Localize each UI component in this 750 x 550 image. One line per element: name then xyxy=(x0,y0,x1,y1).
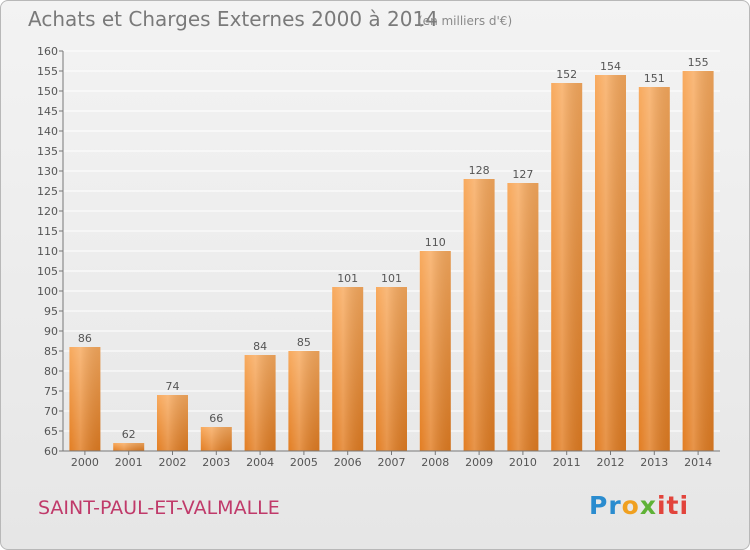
data-label: 85 xyxy=(297,336,311,349)
data-label: 154 xyxy=(600,60,621,73)
logo-part: o xyxy=(621,491,640,520)
x-tick-label: 2013 xyxy=(640,456,668,469)
x-tick-label: 2000 xyxy=(71,456,99,469)
data-label: 86 xyxy=(78,332,92,345)
y-tick-label: 110 xyxy=(37,245,58,258)
logo-part: iti xyxy=(656,491,690,520)
x-tick-label: 2005 xyxy=(290,456,318,469)
x-tick-label: 2014 xyxy=(684,456,712,469)
bar-shine xyxy=(376,287,407,451)
y-tick-label: 70 xyxy=(44,405,58,418)
data-label: 66 xyxy=(209,412,223,425)
x-tick-label: 2001 xyxy=(115,456,143,469)
bar-shine xyxy=(682,71,714,451)
bar-shine xyxy=(463,179,495,451)
data-label: 62 xyxy=(122,428,136,441)
y-tick-label: 75 xyxy=(44,385,58,398)
data-label: 151 xyxy=(644,72,665,85)
data-label: 128 xyxy=(469,164,490,177)
bar-shine xyxy=(551,83,583,451)
place-name: SAINT-PAUL-ET-VALMALLE xyxy=(38,497,280,519)
x-tick-label: 2012 xyxy=(597,456,625,469)
y-tick-label: 115 xyxy=(37,225,58,238)
chart-title: Achats et Charges Externes 2000 à 2014 xyxy=(28,7,438,31)
data-label: 127 xyxy=(512,168,533,181)
y-tick-label: 160 xyxy=(37,45,58,58)
y-tick-label: 125 xyxy=(37,185,58,198)
y-tick-label: 130 xyxy=(37,165,58,178)
y-tick-label: 100 xyxy=(37,285,58,298)
logo-part: Pr xyxy=(589,491,622,520)
y-tick-label: 90 xyxy=(44,325,58,338)
x-tick-label: 2008 xyxy=(421,456,449,469)
x-tick-label: 2011 xyxy=(553,456,581,469)
y-tick-label: 80 xyxy=(44,365,58,378)
proxiti-logo[interactable]: Proxiti xyxy=(589,491,689,520)
x-tick-label: 2002 xyxy=(159,456,187,469)
y-tick-label: 150 xyxy=(37,85,58,98)
x-tick-label: 2004 xyxy=(246,456,274,469)
y-tick-label: 65 xyxy=(44,425,58,438)
y-tick-label: 95 xyxy=(44,305,58,318)
x-tick-label: 2006 xyxy=(334,456,362,469)
data-label: 110 xyxy=(425,236,446,249)
x-tick-label: 2010 xyxy=(509,456,537,469)
data-label: 101 xyxy=(337,272,358,285)
bar-shine xyxy=(507,183,539,451)
data-label: 74 xyxy=(166,380,180,393)
chart-subtitle: (en milliers d'€) xyxy=(418,14,513,28)
x-tick-label: 2003 xyxy=(202,456,230,469)
x-tick-label: 2009 xyxy=(465,456,493,469)
bar-shine xyxy=(200,427,232,451)
y-tick-label: 140 xyxy=(37,125,58,138)
y-tick-label: 155 xyxy=(37,65,58,78)
logo-part: x xyxy=(639,491,657,520)
data-label: 155 xyxy=(688,56,709,69)
y-tick-label: 85 xyxy=(44,345,58,358)
y-tick-label: 135 xyxy=(37,145,58,158)
y-tick-label: 105 xyxy=(37,265,58,278)
data-label: 152 xyxy=(556,68,577,81)
bar-shine xyxy=(69,347,101,451)
data-label: 101 xyxy=(381,272,402,285)
bar-shine xyxy=(113,443,145,451)
bar-shine xyxy=(244,355,276,451)
y-tick-label: 120 xyxy=(37,205,58,218)
bar-shine xyxy=(288,351,320,451)
y-tick-label: 60 xyxy=(44,445,58,458)
bar-shine xyxy=(638,87,670,451)
y-tick-label: 145 xyxy=(37,105,58,118)
bar-shine xyxy=(332,287,364,451)
bar-shine xyxy=(157,395,188,451)
x-tick-label: 2007 xyxy=(378,456,406,469)
bar-shine xyxy=(419,251,451,451)
bar-shine xyxy=(595,75,626,451)
data-label: 84 xyxy=(253,340,267,353)
